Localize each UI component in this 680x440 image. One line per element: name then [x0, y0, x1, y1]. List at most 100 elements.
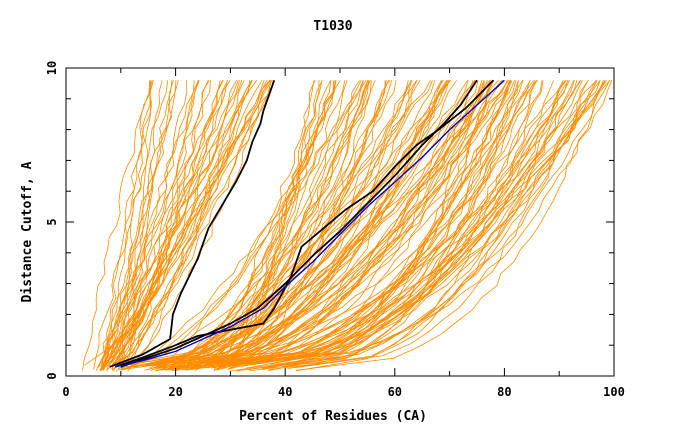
background-series-line-155: [268, 80, 566, 370]
background-series-line-165: [262, 80, 517, 371]
background-series-line-164: [245, 80, 601, 366]
background-series-line-36: [100, 80, 258, 365]
background-series-line-23: [100, 80, 179, 371]
background-series-line-103: [167, 80, 476, 366]
background-series-line-55: [144, 80, 491, 371]
background-series-line-156: [222, 80, 537, 365]
x-tick-label-80: 80: [497, 385, 511, 399]
background-series-line-135: [152, 80, 606, 366]
highlight-series-line-2: [120, 79, 478, 368]
background-series-line-9: [93, 80, 168, 370]
background-series-group: [82, 80, 613, 372]
x-tick-label-100: 100: [603, 385, 625, 399]
background-series-line-60: [140, 80, 451, 368]
y-tick-label-10: 10: [45, 61, 59, 75]
x-tick-label-60: 60: [388, 385, 402, 399]
background-series-line-62: [227, 80, 469, 370]
background-series-line-96: [187, 80, 323, 371]
background-series-line-29: [121, 80, 265, 371]
x-tick-label-20: 20: [168, 385, 182, 399]
background-series-line-163: [163, 80, 564, 368]
chart-title: T1030: [313, 19, 352, 34]
background-series-line-25: [111, 80, 224, 370]
background-series-line-43: [120, 80, 154, 371]
background-series-line-153: [287, 80, 519, 370]
background-series-line-111: [215, 80, 474, 367]
background-series-line-17: [105, 80, 221, 368]
background-series-line-130: [154, 80, 564, 368]
background-series-line-13: [102, 80, 152, 370]
background-series-line-44: [101, 80, 210, 368]
x-tick-label-40: 40: [278, 385, 292, 399]
background-series-line-106: [213, 80, 515, 370]
background-series-line-108: [179, 80, 488, 370]
y-axis-label: Distance Cutoff, A: [20, 161, 35, 302]
background-series-line-78: [194, 80, 346, 372]
background-series-line-168: [156, 80, 601, 371]
y-tick-label-0: 0: [45, 372, 59, 379]
background-series-line-34: [107, 80, 200, 366]
background-series-line-118: [295, 80, 589, 372]
background-series-line-30: [112, 80, 199, 371]
background-series-line-107: [171, 80, 332, 372]
background-series-line-119: [231, 80, 597, 366]
reference-series-line: [115, 79, 505, 368]
background-series-line-134: [143, 80, 598, 366]
background-series-line-141: [191, 80, 509, 370]
background-series-line-81: [149, 80, 341, 369]
background-series-line-132: [154, 80, 534, 366]
background-series-line-145: [222, 80, 511, 365]
background-series-line-12: [100, 80, 177, 372]
background-series-line-41: [97, 80, 229, 368]
background-series-line-69: [137, 80, 367, 365]
background-series-line-99: [214, 80, 320, 369]
background-series-line-105: [212, 80, 323, 368]
background-series-line-160: [168, 80, 479, 371]
y-tick-label-5: 5: [45, 218, 59, 225]
background-series-line-167: [267, 80, 543, 368]
background-series-line-39: [95, 80, 271, 371]
background-series-line-15: [103, 80, 253, 365]
background-series-line-59: [174, 80, 371, 370]
background-series-line-152: [227, 80, 512, 365]
background-series-line-144: [296, 80, 606, 371]
background-series-line-140: [248, 80, 555, 365]
highlight-series-group: [109, 79, 505, 368]
background-series-line-37: [112, 80, 267, 365]
axis-ticks: [65, 67, 615, 377]
x-tick-label-0: 0: [62, 385, 69, 399]
background-series-line-94: [189, 80, 387, 368]
background-series-line-42: [104, 80, 153, 365]
background-series-line-146: [177, 80, 536, 367]
background-series-line-116: [156, 80, 538, 371]
background-series-line-66: [216, 80, 444, 370]
background-series-line-104: [193, 80, 337, 365]
background-series-line-151: [237, 80, 610, 372]
background-series-line-88: [214, 80, 369, 369]
background-series-line-1: [103, 80, 252, 371]
highlight-series-line-0: [109, 80, 276, 368]
highlight-series-line-1: [115, 79, 495, 368]
background-series-line-19: [124, 80, 243, 365]
background-series-line-27: [82, 80, 151, 371]
background-series-line-83: [125, 80, 421, 365]
background-series-line-40: [127, 80, 250, 372]
background-series-line-38: [102, 80, 174, 367]
background-series-line-33: [105, 80, 240, 372]
background-series-line-159: [261, 80, 510, 369]
background-series-line-26: [126, 80, 163, 367]
background-series-line-166: [211, 80, 493, 369]
background-series-line-24: [115, 80, 245, 372]
background-series-line-85: [156, 80, 477, 372]
background-series-line-14: [99, 80, 270, 371]
background-series-line-20: [106, 80, 239, 370]
x-axis-label: Percent of Residues (CA): [239, 409, 427, 424]
background-series-line-123: [295, 80, 589, 368]
background-series-line-133: [282, 80, 575, 367]
tick-labels: 0 20 40 60 80 100 0 5 10: [45, 61, 625, 399]
background-series-line-154: [157, 80, 531, 369]
background-series-line-11: [111, 80, 272, 367]
background-series-line-120: [223, 80, 613, 365]
